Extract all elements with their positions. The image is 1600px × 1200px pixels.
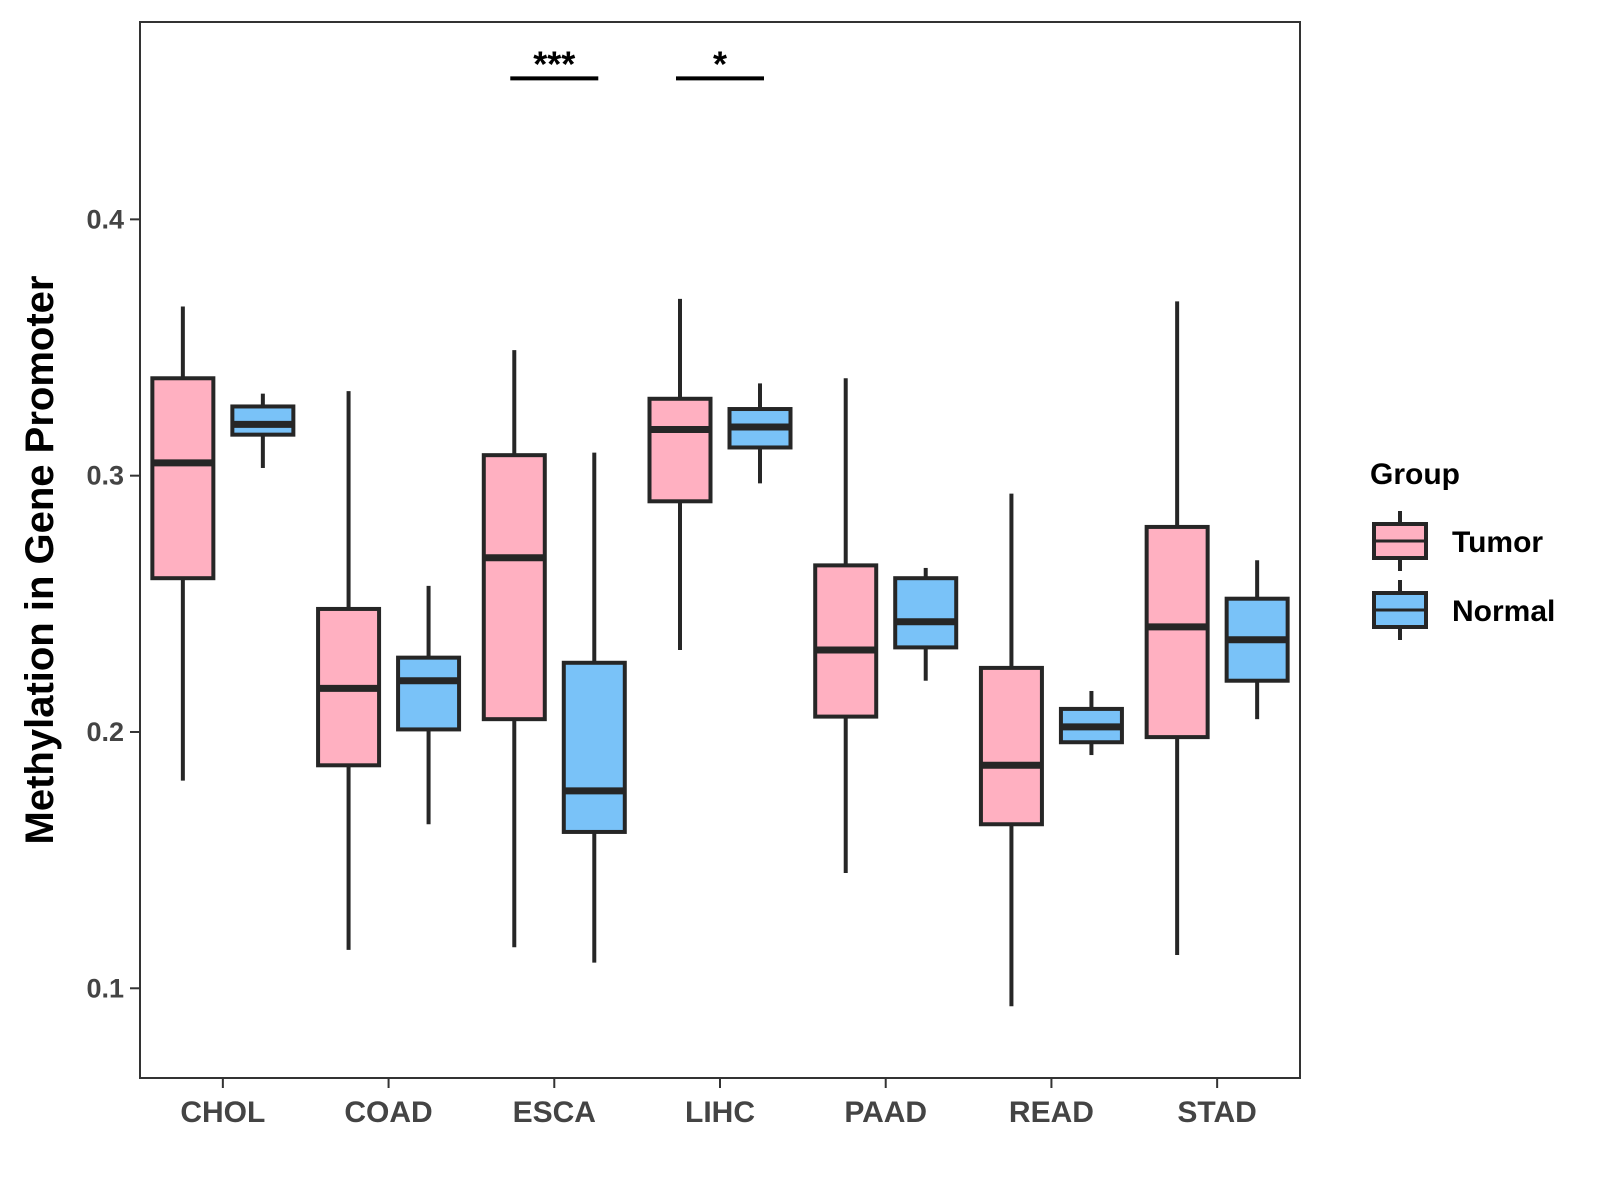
significance-label: *** — [533, 43, 575, 84]
x-tick-label-coad: COAD — [344, 1096, 432, 1129]
box-iqr — [481, 453, 547, 722]
y-tick-label: 0.3 — [86, 461, 124, 491]
y-axis-title: Methylation in Gene Promoter — [18, 276, 62, 845]
box-tumor-read — [978, 493, 1044, 1007]
legend-entry-normal: Normal — [1372, 580, 1555, 640]
y-tick-label: 0.1 — [86, 973, 124, 1003]
plot-panel-border — [139, 21, 1301, 1079]
legend-label: Normal — [1452, 595, 1555, 628]
box-normal-paad — [893, 567, 959, 681]
legend-title: Group — [1370, 458, 1460, 491]
box-tumor-coad — [316, 391, 382, 950]
box-iqr — [978, 665, 1044, 827]
box-normal-chol — [230, 393, 296, 468]
y-tick-label: 0.2 — [86, 717, 124, 747]
box-iqr — [561, 660, 627, 834]
box-iqr — [1144, 524, 1210, 740]
box-normal-esca — [561, 452, 627, 963]
box-iqr — [150, 376, 216, 581]
box-tumor-paad — [813, 378, 879, 873]
box-tumor-chol — [150, 306, 216, 781]
x-tick-label-lihc: LIHC — [685, 1096, 755, 1129]
y-tick-label: 0.4 — [86, 204, 124, 234]
x-tick-label-read: READ — [1009, 1096, 1094, 1129]
box-normal-stad — [1224, 560, 1290, 720]
legend-label: Tumor — [1452, 526, 1543, 559]
x-tick-label-stad: STAD — [1177, 1096, 1256, 1129]
box-iqr — [813, 563, 879, 719]
box-tumor-stad — [1144, 301, 1210, 955]
legend-entry-tumor: Tumor — [1372, 511, 1543, 571]
box-normal-read — [1058, 690, 1124, 756]
x-tick-label-chol: CHOL — [180, 1096, 265, 1129]
significance-label: * — [713, 43, 727, 84]
box-iqr — [647, 396, 713, 504]
box-normal-lihc — [727, 383, 793, 484]
box-iqr — [396, 655, 462, 732]
box-normal-coad — [396, 585, 462, 825]
box-iqr — [893, 576, 959, 650]
box-tumor-esca — [481, 350, 547, 948]
box-tumor-lihc — [647, 298, 713, 650]
box-iqr — [230, 404, 296, 437]
x-tick-label-esca: ESCA — [513, 1096, 596, 1129]
x-tick-label-paad: PAAD — [844, 1096, 927, 1129]
